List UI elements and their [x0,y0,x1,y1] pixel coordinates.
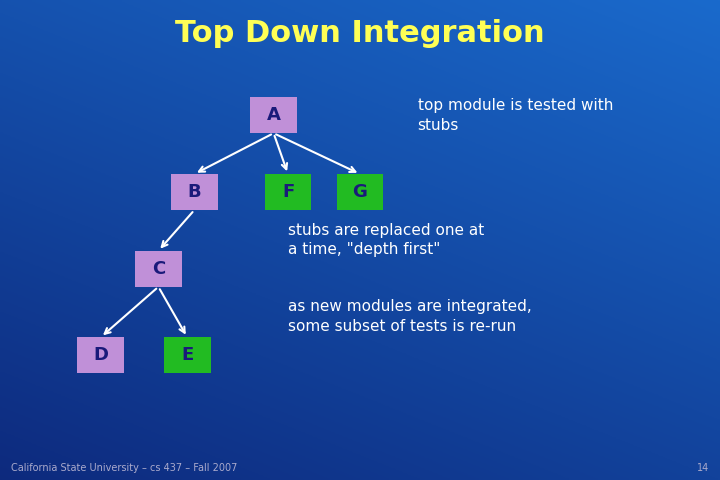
FancyBboxPatch shape [251,97,297,133]
Text: stubs are replaced one at
a time, "depth first": stubs are replaced one at a time, "depth… [288,223,485,257]
Text: A: A [266,106,281,124]
Text: E: E [181,346,194,364]
FancyBboxPatch shape [265,174,312,210]
Text: California State University – cs 437 – Fall 2007: California State University – cs 437 – F… [11,463,237,473]
Text: G: G [353,183,367,201]
FancyBboxPatch shape [135,251,181,287]
FancyBboxPatch shape [164,337,210,373]
Text: F: F [282,183,294,201]
Text: 14: 14 [697,463,709,473]
Text: D: D [94,346,108,364]
Text: Top Down Integration: Top Down Integration [175,19,545,48]
Text: B: B [188,183,201,201]
FancyBboxPatch shape [78,337,125,373]
FancyBboxPatch shape [171,174,217,210]
FancyBboxPatch shape [337,174,383,210]
Text: as new modules are integrated,
some subset of tests is re-run: as new modules are integrated, some subs… [288,300,532,334]
Text: top module is tested with
stubs: top module is tested with stubs [418,98,613,132]
Text: C: C [152,260,165,278]
